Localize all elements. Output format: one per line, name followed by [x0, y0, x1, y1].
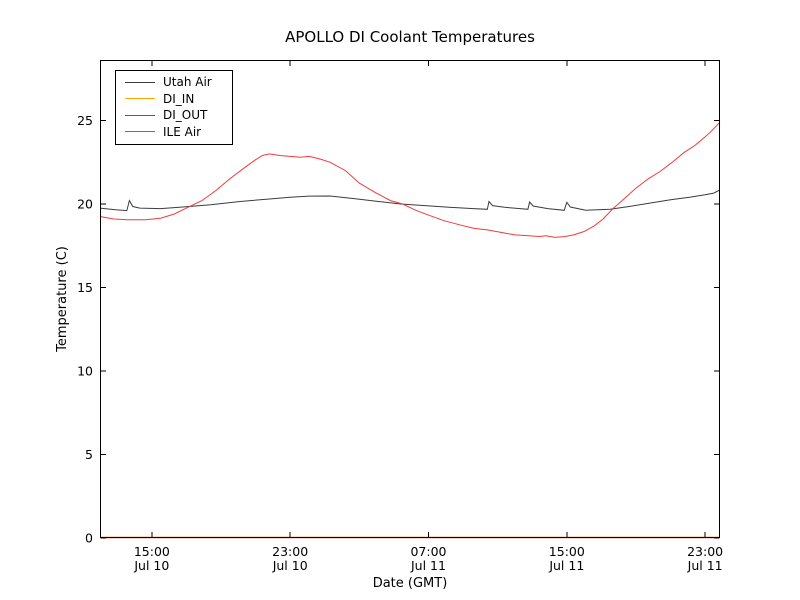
x-tick-label-date: Jul 11 — [410, 558, 446, 573]
legend-line-sample — [125, 131, 155, 133]
legend-label: ILE Air — [163, 124, 202, 139]
legend-label: Utah Air — [163, 75, 212, 90]
legend-label: DI_IN — [163, 91, 195, 106]
series-line-utah-air — [99, 189, 721, 212]
legend-entry: DI_IN — [125, 91, 232, 108]
y-tick-label: 10 — [77, 363, 93, 378]
x-tick-label-date: Jul 10 — [272, 558, 308, 573]
legend-line-sample — [125, 98, 155, 100]
legend-line-sample — [125, 114, 155, 116]
x-tick-label-date: Jul 11 — [548, 558, 584, 573]
legend-box: Utah Air DI_IN DI_OUT ILE Air — [115, 70, 233, 145]
legend-entry: DI_OUT — [125, 107, 232, 124]
x-tick-label-date: Jul 11 — [687, 558, 723, 573]
legend-label: DI_OUT — [163, 108, 208, 123]
x-tick-label-time: 23:00 — [272, 544, 308, 559]
legend-line-sample — [125, 81, 155, 83]
legend-entry: Utah Air — [125, 74, 232, 91]
series-line-ile-air — [99, 121, 721, 238]
y-tick-label: 20 — [77, 196, 93, 211]
y-tick-label: 5 — [85, 447, 93, 462]
y-tick-label: 0 — [85, 531, 93, 546]
x-tick-label-time: 15:00 — [134, 544, 170, 559]
x-tick-label-date: Jul 10 — [133, 558, 169, 573]
x-tick-label-time: 07:00 — [410, 544, 446, 559]
x-tick-label-time: 23:00 — [687, 544, 723, 559]
x-tick-label-time: 15:00 — [549, 544, 585, 559]
y-tick-label: 15 — [77, 280, 93, 295]
chart-title: APOLLO DI Coolant Temperatures — [285, 28, 535, 46]
y-tick-label: 25 — [77, 113, 93, 128]
axes-frame — [100, 60, 720, 538]
legend-entry: ILE Air — [125, 124, 232, 141]
x-axis-label: Date (GMT) — [372, 576, 448, 591]
y-axis-label: Temperature (C) — [55, 246, 70, 352]
